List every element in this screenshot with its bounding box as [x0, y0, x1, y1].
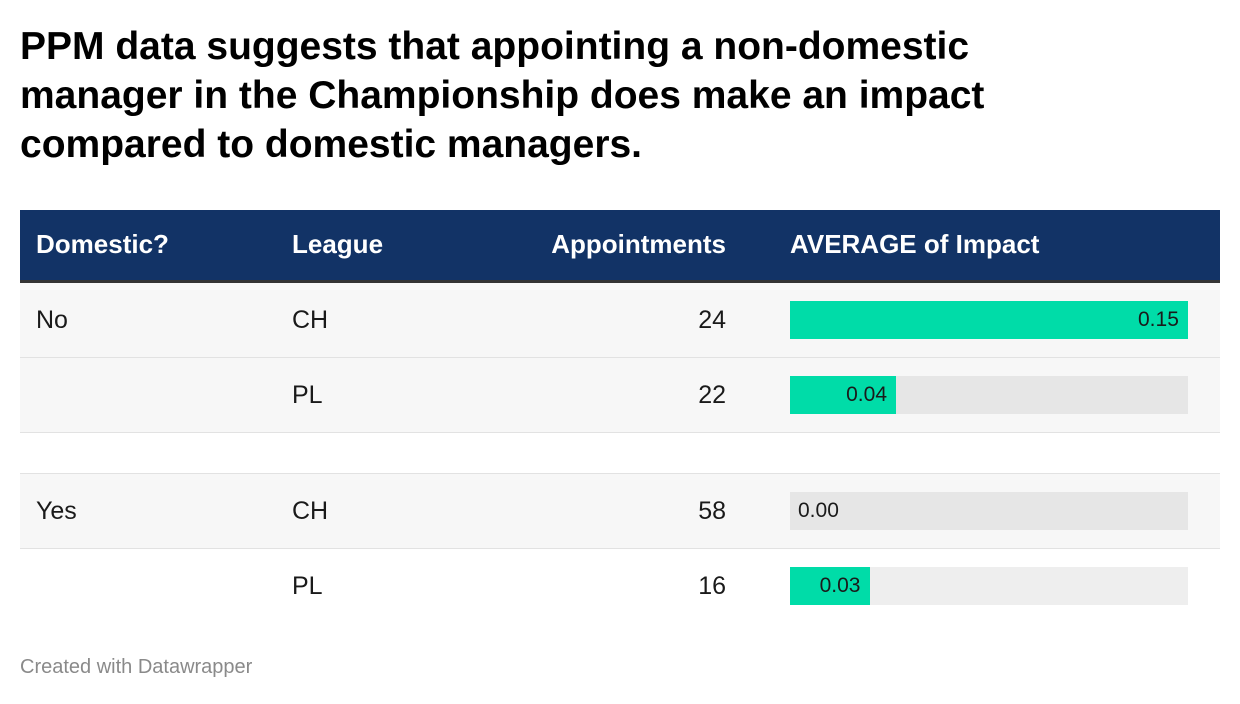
column-header-domestic[interactable]: Domestic?	[36, 229, 169, 259]
impact-bar-track: 0.03	[790, 567, 1188, 605]
impact-bar-track: 0.15	[790, 301, 1188, 339]
domestic-cell: No	[36, 306, 68, 334]
group-spacer	[20, 433, 1220, 474]
impact-bar	[790, 376, 897, 414]
impact-value-label: 0.04	[846, 383, 887, 406]
column-header-appointments[interactable]: Appointments	[551, 229, 726, 259]
table-row: No CH 24 0.15	[20, 283, 1220, 358]
column-header-impact[interactable]: AVERAGE of Impact	[790, 229, 1040, 259]
table-row: PL 22 0.04	[20, 358, 1220, 433]
impact-value-label: 0.00	[798, 499, 839, 522]
table-row: Yes CH 58 0.00	[20, 474, 1220, 549]
impact-value-label: 0.15	[1138, 308, 1179, 331]
domestic-cell: Yes	[36, 497, 77, 525]
chart-title: PPM data suggests that appointing a non-…	[20, 22, 1140, 169]
title-line: manager in the Championship does make an…	[20, 74, 985, 117]
data-table: Domestic? League Appointments AVERAGE of…	[20, 210, 1220, 623]
appointments-cell: 24	[698, 306, 726, 334]
league-cell: CH	[292, 497, 329, 525]
league-cell: PL	[292, 572, 323, 600]
appointments-cell: 16	[698, 572, 726, 600]
title-line: PPM data suggests that appointing a non-…	[20, 25, 970, 68]
table-row: PL 16 0.03	[20, 549, 1220, 623]
credit-footer[interactable]: Created with Datawrapper	[20, 656, 253, 678]
impact-value-label: 0.03	[819, 574, 861, 597]
impact-bar	[790, 301, 1188, 339]
league-cell: CH	[292, 306, 329, 334]
appointments-cell: 22	[698, 381, 726, 409]
column-header-league[interactable]: League	[292, 229, 384, 259]
impact-bar-track: 0.00	[790, 492, 1188, 530]
title-line: compared to domestic managers.	[20, 123, 643, 166]
appointments-cell: 58	[698, 497, 726, 525]
table-header: Domestic? League Appointments AVERAGE of…	[20, 210, 1220, 283]
league-cell: PL	[292, 381, 323, 409]
impact-bar-track: 0.04	[790, 376, 1188, 414]
impact-bar	[790, 567, 870, 605]
